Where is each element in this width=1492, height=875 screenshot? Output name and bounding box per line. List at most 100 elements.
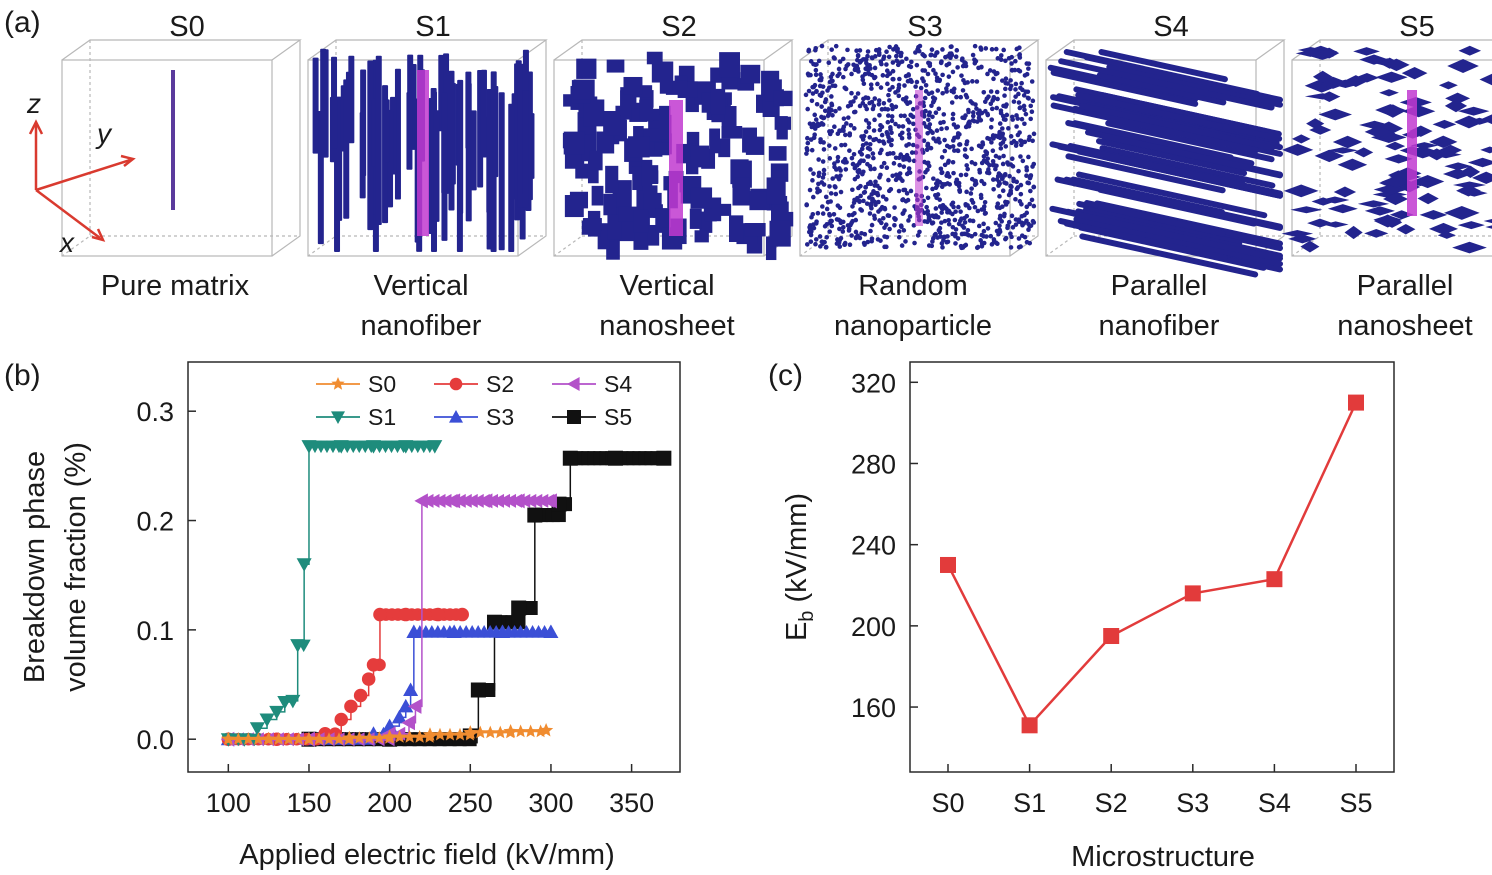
nanoparticle <box>1014 186 1020 192</box>
nanoparticle <box>830 176 836 181</box>
nanoparticle <box>905 78 911 84</box>
nanoparticle <box>1001 47 1006 53</box>
nanoparticle <box>1000 161 1006 167</box>
nanofiber <box>441 92 448 241</box>
nanoparticle <box>956 183 962 189</box>
nanoparticle <box>814 101 820 107</box>
nanoparticle <box>942 182 948 187</box>
nanoparticle <box>979 110 985 116</box>
data-point-S1 <box>269 705 285 720</box>
chart-c-point-S5 <box>1348 394 1364 411</box>
nanoparticle <box>893 53 899 59</box>
nanosheet <box>1432 119 1457 129</box>
nanoparticle <box>869 192 874 197</box>
nanoparticle <box>926 215 932 220</box>
nanoparticle <box>969 197 975 203</box>
nanoparticle <box>841 124 847 130</box>
nanoparticle <box>1016 91 1021 97</box>
nanoparticle <box>1029 79 1035 84</box>
nanosheet <box>628 136 650 158</box>
structure-label-S0: Pure matrix <box>101 270 250 302</box>
nanoparticle <box>959 73 964 78</box>
nanosheet <box>1452 181 1487 189</box>
nanoparticle <box>868 228 873 234</box>
nanoparticle <box>1011 99 1017 104</box>
nanoparticle <box>860 57 866 62</box>
nanoparticle <box>1028 103 1034 109</box>
nanosheet <box>1312 70 1333 83</box>
nanoparticle <box>902 113 907 119</box>
nanoparticle <box>929 90 935 95</box>
nanoparticle <box>923 169 928 175</box>
data-point-S0 <box>322 732 336 745</box>
nanoparticle <box>933 110 939 116</box>
chart-c-line <box>946 402 1358 728</box>
structure-S5: S5 Parallel nanosheet <box>1281 11 1492 342</box>
nanoparticle <box>1020 158 1026 164</box>
nanoparticle <box>1010 164 1016 169</box>
nanoparticle <box>909 79 914 85</box>
nanoparticle <box>807 224 812 230</box>
nanoparticle <box>927 63 933 69</box>
nanoparticle <box>875 237 881 242</box>
nanoparticle <box>889 114 895 119</box>
nanosheet <box>744 223 766 237</box>
nanoparticle <box>942 218 948 224</box>
nanoparticle <box>941 234 947 240</box>
nanosheet <box>766 177 786 205</box>
nanoparticle <box>950 116 956 122</box>
nanoparticle <box>846 212 852 218</box>
nanoparticle <box>933 71 938 77</box>
nanoparticle <box>869 86 874 91</box>
data-point-S1 <box>296 558 312 572</box>
nanosheet <box>1327 204 1358 214</box>
nanoparticle <box>1000 113 1006 119</box>
nanoparticle <box>902 208 907 213</box>
nanoparticle <box>832 161 837 166</box>
nanoparticle <box>904 95 909 100</box>
nanoparticle <box>804 151 809 156</box>
nanoparticle <box>950 159 956 165</box>
chart-b-xtick-label: 300 <box>528 788 573 818</box>
nanoparticle <box>976 223 982 229</box>
nanofiber <box>1099 145 1276 189</box>
nanoparticle <box>849 155 855 161</box>
nanoparticle <box>867 163 873 169</box>
nanofiber <box>470 110 477 191</box>
chart-b-ytick-label: 0.1 <box>136 616 174 646</box>
nanoparticle <box>1019 213 1025 219</box>
nanoparticle <box>819 121 825 126</box>
nanoparticle <box>858 207 863 212</box>
structure-label-S4: Parallel <box>1111 270 1208 302</box>
nanoparticle <box>980 142 986 147</box>
nanoparticle <box>1003 144 1009 149</box>
nanoparticle <box>1028 116 1033 122</box>
nanosheet <box>1354 72 1380 83</box>
data-point-S3 <box>495 624 511 639</box>
nanoparticle <box>845 62 851 67</box>
inclusions-S4 <box>1047 49 1283 278</box>
nanoparticle <box>906 127 911 133</box>
nanoparticle <box>922 68 928 73</box>
nanoparticle <box>859 134 864 139</box>
nanoparticle <box>892 223 897 228</box>
breakdown-path <box>417 70 429 236</box>
nanosheet <box>1307 218 1333 228</box>
nanoparticle <box>1016 168 1021 174</box>
nanoparticle <box>925 208 931 214</box>
nanoparticle <box>964 139 970 144</box>
nanoparticle <box>930 239 935 244</box>
nanoparticle <box>806 88 812 94</box>
nanoparticle <box>834 174 839 179</box>
nanoparticle <box>979 178 984 184</box>
nanoparticle <box>998 141 1004 147</box>
nanoparticle <box>1018 182 1024 188</box>
nanoparticle <box>939 154 945 160</box>
nanoparticle <box>1011 178 1016 184</box>
nanosheet <box>721 126 743 139</box>
chart-c-point-S1 <box>1021 717 1038 734</box>
nanoparticle <box>972 57 977 62</box>
nanosheet <box>1283 184 1319 198</box>
nanoparticle <box>906 155 911 161</box>
structure-S1: S1 Vertical nanofiber <box>307 11 548 342</box>
